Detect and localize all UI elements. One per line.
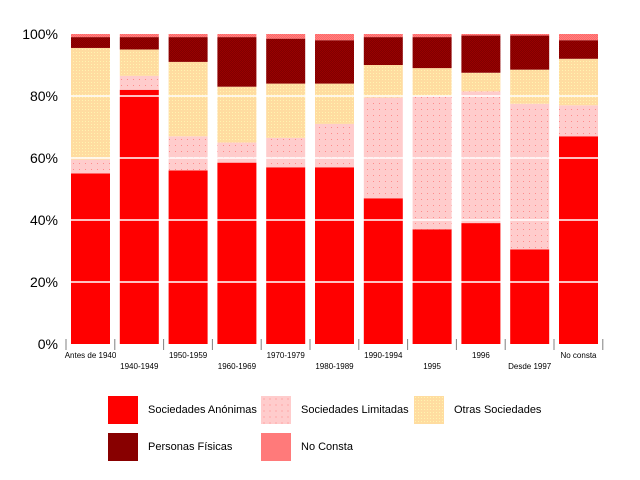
legend-label: No Consta xyxy=(301,441,353,453)
bar-segment xyxy=(266,34,306,39)
legend-item-no-consta: No Consta xyxy=(261,432,353,462)
bar-segment xyxy=(119,37,159,50)
bar-segment xyxy=(510,35,550,70)
bar-segment xyxy=(510,249,550,344)
bar-segment xyxy=(119,34,159,38)
legend-swatch xyxy=(261,396,291,424)
bar-segment xyxy=(461,72,501,92)
bar-segment xyxy=(266,137,306,168)
bar-segment xyxy=(119,75,159,90)
bar-segment xyxy=(119,49,159,76)
bar-segment xyxy=(315,167,354,344)
bar-segment xyxy=(559,58,598,106)
gridlines xyxy=(70,95,607,283)
y-axis: 0% 20% 40% 60% 80% 100% xyxy=(22,26,58,352)
bar-segment xyxy=(412,96,452,230)
bar-segment xyxy=(266,38,306,84)
y-tick-label: 60% xyxy=(30,150,58,166)
y-tick-label: 20% xyxy=(30,274,58,290)
bar-segment xyxy=(266,83,306,138)
bar-segment xyxy=(559,136,598,344)
y-tick-label: 80% xyxy=(30,88,58,104)
legend-item-sociedades-limitadas: Sociedades Limitadas xyxy=(261,395,409,425)
legend-swatch xyxy=(108,433,138,461)
bar-segment xyxy=(217,37,257,87)
bar-segment xyxy=(412,229,452,344)
y-tick-label: 0% xyxy=(38,336,58,352)
legend-swatch xyxy=(261,433,291,461)
y-tick-label: 100% xyxy=(22,26,58,42)
legend-item-otras-sociedades: Otras Sociedades xyxy=(414,395,541,425)
bar-segment xyxy=(71,173,110,344)
bar-segment xyxy=(363,97,403,199)
bar-segment xyxy=(217,34,257,38)
x-tick-label: 1940-1949 xyxy=(120,362,159,371)
bar-segment xyxy=(461,34,501,36)
legend-item-personas-fisicas: Personas Físicas xyxy=(108,432,232,462)
bar-segment xyxy=(315,40,354,84)
bar-segment xyxy=(363,65,403,98)
bar-segment xyxy=(510,69,550,104)
bar-segment xyxy=(412,34,452,38)
x-tick-label: 1960-1969 xyxy=(218,362,257,371)
bar-segment xyxy=(461,91,501,224)
legend-swatch xyxy=(108,396,138,424)
bar-segment xyxy=(461,35,501,73)
bar-segment xyxy=(71,34,110,38)
bar-segment xyxy=(363,34,403,38)
bar-segment xyxy=(559,105,598,137)
bar-segment xyxy=(168,170,208,344)
x-tick-label: 1996 xyxy=(472,351,490,360)
bar-segment xyxy=(168,61,208,137)
legend-label: Otras Sociedades xyxy=(454,404,542,416)
legend-item-sociedades-anonimas: Sociedades Anónimas xyxy=(108,395,257,425)
bar-segment xyxy=(168,34,208,38)
bar-segment xyxy=(412,68,452,96)
legend-label: Sociedades Anónimas xyxy=(148,404,257,416)
bar-segment xyxy=(266,167,306,344)
bar-segment xyxy=(363,198,403,344)
x-tick-label: 1950-1959 xyxy=(169,351,208,360)
bar-segment xyxy=(217,162,257,344)
x-tick-label: Desde 1997 xyxy=(508,362,552,371)
bar-segment xyxy=(559,34,598,41)
x-tick-label: 1980-1989 xyxy=(315,362,354,371)
bar-segment xyxy=(461,223,501,344)
bar-segment xyxy=(217,86,257,143)
bar-segment xyxy=(315,83,354,124)
x-tick-label: Antes de 1940 xyxy=(65,351,117,360)
bar-segment xyxy=(168,136,208,171)
bar-segment xyxy=(412,37,452,69)
bar-segment xyxy=(510,34,550,36)
x-tick-label: 1995 xyxy=(423,362,441,371)
legend-label: Personas Físicas xyxy=(148,441,233,453)
bar-segment xyxy=(71,47,110,160)
x-tick-label: 1990-1994 xyxy=(364,351,403,360)
bar-segment xyxy=(71,159,110,174)
bar-segment xyxy=(168,37,208,62)
bar-segment xyxy=(217,142,257,163)
bar-segment xyxy=(559,40,598,59)
bar-segment xyxy=(510,103,550,250)
legend-swatch xyxy=(414,396,444,424)
x-tick-label: No consta xyxy=(560,351,597,360)
bar-segment xyxy=(315,34,354,41)
bar-segment xyxy=(119,89,159,344)
y-tick-label: 40% xyxy=(30,212,58,228)
bars xyxy=(71,34,598,344)
bar-segment xyxy=(363,37,403,65)
legend-label: Sociedades Limitadas xyxy=(301,404,409,416)
bar-segment xyxy=(71,37,110,48)
bar-segment xyxy=(315,123,354,168)
x-tick-label: 1970-1979 xyxy=(267,351,306,360)
stacked-bar-chart: 0% 20% 40% 60% 80% 100% Antes de 19401940-194… xyxy=(22,26,607,371)
